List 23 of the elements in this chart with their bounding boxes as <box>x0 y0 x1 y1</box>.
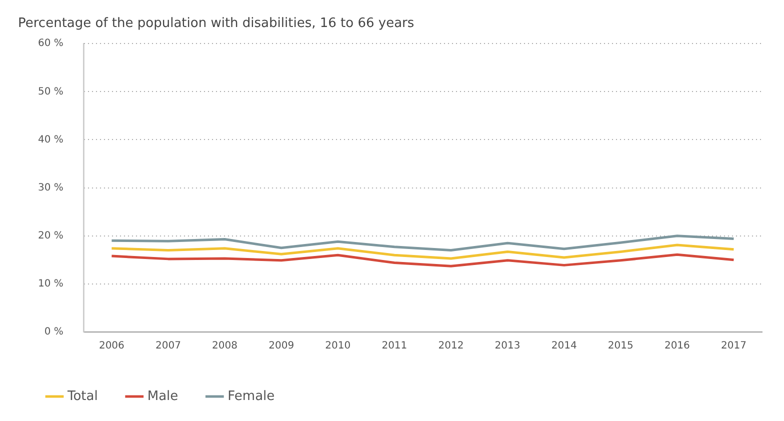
y-tick-label: 0 % <box>44 326 64 338</box>
x-tick-label: 2009 <box>268 340 294 352</box>
y-tick-label: 30 % <box>38 182 64 194</box>
x-tick-label: 2006 <box>98 340 124 352</box>
legend-label: Male <box>147 388 178 404</box>
legend-label: Female <box>228 388 275 404</box>
y-tick-label: 50 % <box>38 86 64 98</box>
x-tick-label: 2012 <box>438 340 464 352</box>
y-tick-label: 60 % <box>38 38 64 50</box>
x-tick-label: 2008 <box>212 340 238 352</box>
chart-title: Percentage of the population with disabilities, 16 to 66 years <box>18 16 414 32</box>
x-tick-label: 2010 <box>325 340 351 352</box>
x-tick-label: 2015 <box>608 340 634 352</box>
x-tick-label: 2013 <box>494 340 520 352</box>
y-tick-label: 40 % <box>38 134 64 146</box>
x-tick-label: 2007 <box>156 340 181 352</box>
x-tick-label: 2017 <box>721 340 746 352</box>
x-tick-label: 2014 <box>551 340 577 352</box>
x-tick-label: 2011 <box>382 340 408 352</box>
y-tick-label: 10 % <box>38 278 64 290</box>
y-tick-label: 20 % <box>38 230 64 242</box>
legend-label: Total <box>66 388 98 404</box>
x-tick-label: 2016 <box>664 340 690 352</box>
